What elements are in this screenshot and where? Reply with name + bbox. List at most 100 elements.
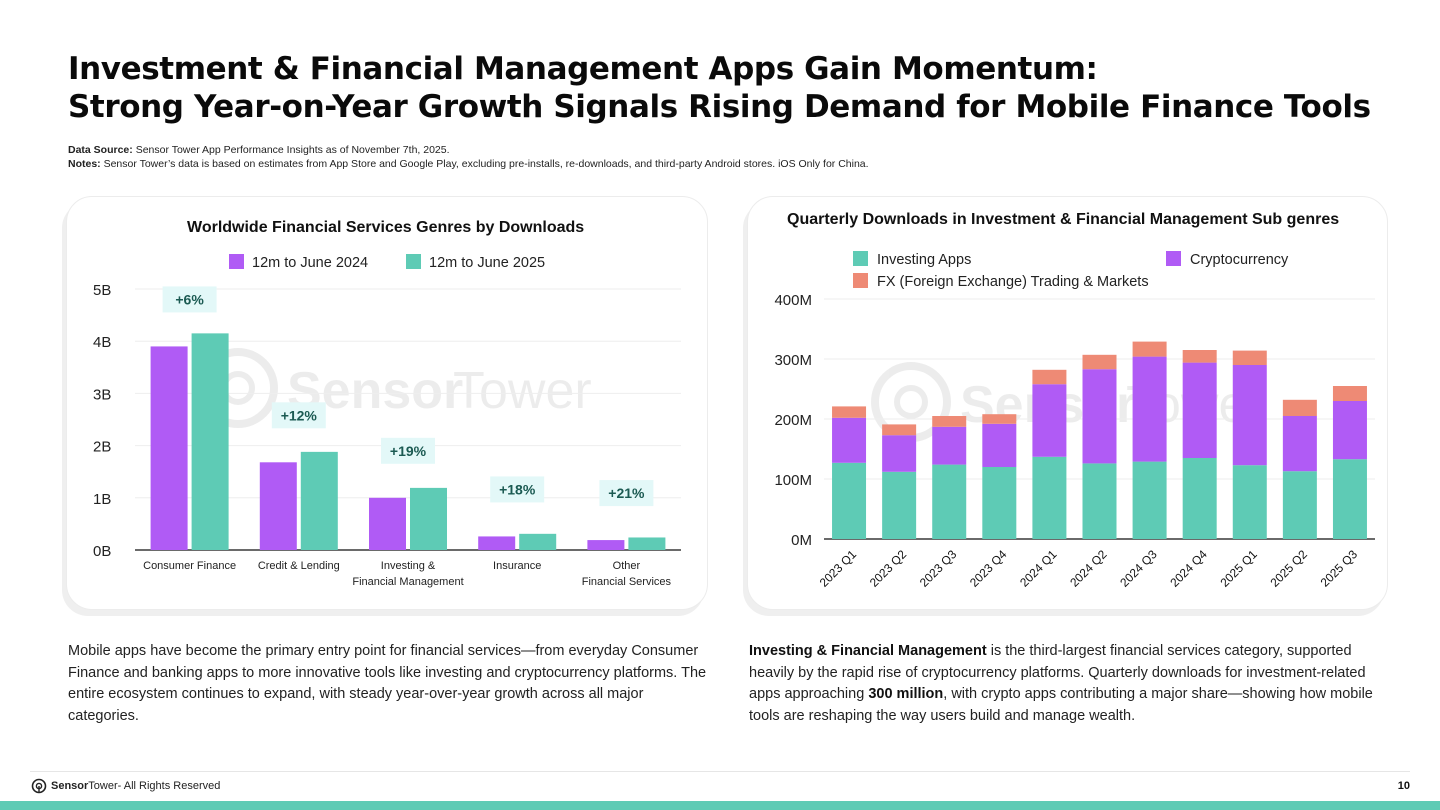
stack-segment [1282,399,1317,416]
right-y-axis: 0M 100M 200M 300M 400M [774,292,812,549]
stack-segment [932,426,967,465]
right-text-part1: is the third-largest financial services … [749,643,1366,702]
legend-label: 12m to June 2024 [252,255,368,271]
quarter-label: 2024 Q3 [1117,547,1160,590]
y-tick-label: 5B [93,282,111,299]
left-x-axis: Consumer Finance Credit & Lending Investin… [143,560,671,588]
y-tick-label: 2B [93,439,111,456]
legend-label: Investing Apps [877,252,971,268]
growth-badges: +6% +12% +19% +18% +21% [162,286,654,507]
stack-segment [1032,369,1067,385]
right-bold-category: Investing & Financial Management [749,643,987,659]
stack-segment [882,471,917,539]
y-tick-label: 3B [93,386,111,403]
source-label: Data Source: [68,144,133,156]
quarter-label: 2025 Q2 [1268,547,1311,590]
stack-segment [1132,341,1167,357]
stack-segment [1082,354,1117,370]
stack-segment [982,414,1017,424]
notes-line: Notes: Sensor Tower’s data is based on e… [68,157,869,171]
legend-swatch [229,254,244,269]
stack-segment [1232,350,1267,365]
left-chart-title: Worldwide Financial Services Genres by D… [187,219,585,236]
quarter-label: 2023 Q4 [967,547,1010,590]
quarter-label: 2023 Q2 [867,547,910,590]
quarter-label: 2024 Q2 [1067,547,1110,590]
y-tick-label: 0M [791,532,812,549]
y-tick-label: 200M [774,412,812,429]
bar-2024 [369,497,406,550]
growth-badge-label: +6% [175,291,204,307]
right-chart-title: Quarterly Downloads in Investment & Fina… [787,211,1340,228]
stack-segment [1282,416,1317,472]
legend-label: 12m to June 2025 [429,255,545,271]
stack-segment [1332,386,1367,401]
right-legend: Investing Apps Cryptocurrency FX (Foreign … [853,251,1289,290]
growth-badge-bg [162,286,217,313]
page-number: 10 [1397,780,1410,792]
growth-badge-label: +19% [390,443,427,459]
quarter-label: 2025 Q1 [1217,547,1260,590]
source-text: Sensor Tower App Performance Insights as… [135,144,450,156]
footer-brand: Sensor Tower - All Rights Reserved [31,778,220,794]
watermark: Sensor Tower [198,348,592,428]
y-tick-label: 0B [93,543,111,560]
category-label: Insurance [493,560,541,572]
growth-badge-label: +12% [281,407,318,423]
stack-segment [932,416,967,427]
stack-segment [1332,401,1367,460]
bar-2025 [628,537,666,550]
legend-swatch [853,251,868,266]
left-chart-card: Worldwide Financial Services Genres by D… [66,196,708,610]
y-tick-label: 1B [93,491,111,508]
bar-2025 [191,333,229,550]
growth-badge-bg [381,437,435,464]
stack-segment [1082,369,1117,464]
footer-brand-bold: Sensor [51,780,89,792]
stack-segment [1232,465,1267,539]
quarter-label: 2023 Q1 [817,547,860,590]
left-description: Mobile apps have become the primary entr… [68,643,707,724]
watermark-text-light: Tower [453,362,592,420]
stack-segment [982,423,1017,467]
stack-segment [882,424,917,436]
stack-segment [1132,356,1167,462]
stack-segment [1082,463,1117,539]
stack-segment [882,435,917,472]
stack-segment [1032,456,1067,539]
stack-segment [1332,459,1367,539]
legend-label: FX (Foreign Exchange) Trading & Markets [877,274,1149,290]
stack-segment [1182,458,1217,539]
quarter-label: 2023 Q3 [917,547,960,590]
growth-badge-bg [490,476,545,503]
footer-brand-light: Tower [88,780,118,792]
y-tick-label: 300M [774,352,812,369]
category-label: Investing & [381,560,436,572]
page-title: Investment & Financial Management Apps G… [68,50,1388,126]
legend-swatch [853,273,868,288]
bottom-accent-bar [0,801,1440,810]
quarter-label: 2025 Q3 [1318,547,1361,590]
bar-2024 [587,540,625,550]
stack-segment [832,417,867,463]
left-legend: 12m to June 2024 12m to June 2025 [229,254,545,271]
growth-badge-bg [271,402,326,429]
category-label: Credit & Lending [258,560,340,572]
bar-2025 [410,487,447,550]
notes-text: Sensor Tower’s data is based on estimate… [103,158,869,170]
category-label: Financial Services [582,576,672,588]
quarter-label: 2024 Q4 [1167,547,1210,590]
stack-segment [1182,350,1217,363]
legend-swatch [406,254,421,269]
footer-rights: - All Rights Reserved [117,780,221,792]
bar-2024 [150,346,188,550]
stack-segment [832,462,867,539]
right-description: Investing & Financial Management is the … [749,641,1389,727]
source-notes: Data Source: Sensor Tower App Performanc… [68,143,869,171]
stack-segment [1032,384,1067,457]
legend-swatch [1166,251,1181,266]
left-bars [150,333,666,550]
footer-divider [30,771,1410,772]
y-tick-label: 100M [774,472,812,489]
bar-2025 [300,451,338,550]
